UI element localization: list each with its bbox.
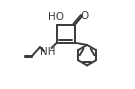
Text: O: O	[80, 11, 89, 21]
Text: HO: HO	[48, 12, 64, 22]
Text: NH: NH	[40, 47, 56, 57]
